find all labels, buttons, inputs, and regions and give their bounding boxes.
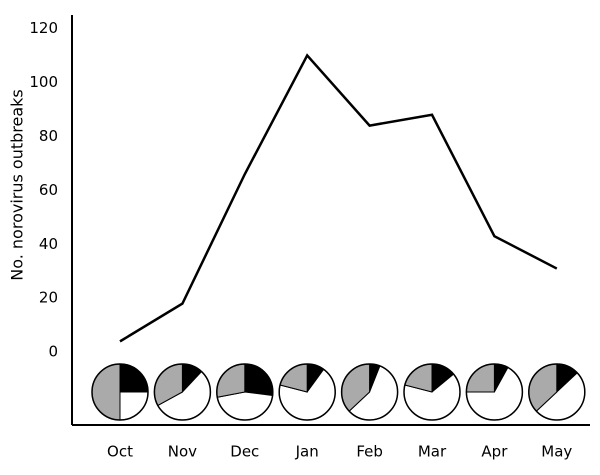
y-tick-label: 40 (39, 235, 58, 253)
pie-outline (403, 363, 461, 421)
x-tick-label: Dec (230, 443, 259, 461)
y-tick-label: 100 (29, 73, 58, 91)
pie-outline (528, 363, 586, 421)
x-tick-label: Oct (107, 443, 133, 461)
y-axis-label: No. norovirus outbreaks (8, 89, 27, 280)
pie-slice (244, 363, 274, 397)
line (119, 53, 558, 343)
pie-slice (216, 391, 274, 421)
x-tick-label: Nov (168, 443, 197, 461)
x-tick-label: Apr (481, 443, 508, 461)
y-tick-label: 60 (39, 181, 58, 199)
pie-outline (216, 363, 274, 421)
pie-slice (91, 363, 121, 421)
pie-slice (216, 363, 246, 398)
pie-outline (340, 363, 399, 421)
pie-outline (91, 363, 149, 421)
x-tick-label: Mar (418, 443, 447, 461)
pie-outline (278, 363, 336, 421)
pie-outline (465, 363, 524, 421)
x-tick-label: May (541, 443, 572, 461)
x-tick-label: Feb (356, 443, 383, 461)
y-tick-label: 120 (29, 19, 58, 37)
x-tick-label: Jan (295, 443, 319, 461)
y-tick-label: 20 (39, 289, 58, 307)
pie-outline (153, 363, 212, 421)
y-tick-label: 80 (39, 127, 58, 145)
y-tick-label: 0 (48, 343, 58, 361)
